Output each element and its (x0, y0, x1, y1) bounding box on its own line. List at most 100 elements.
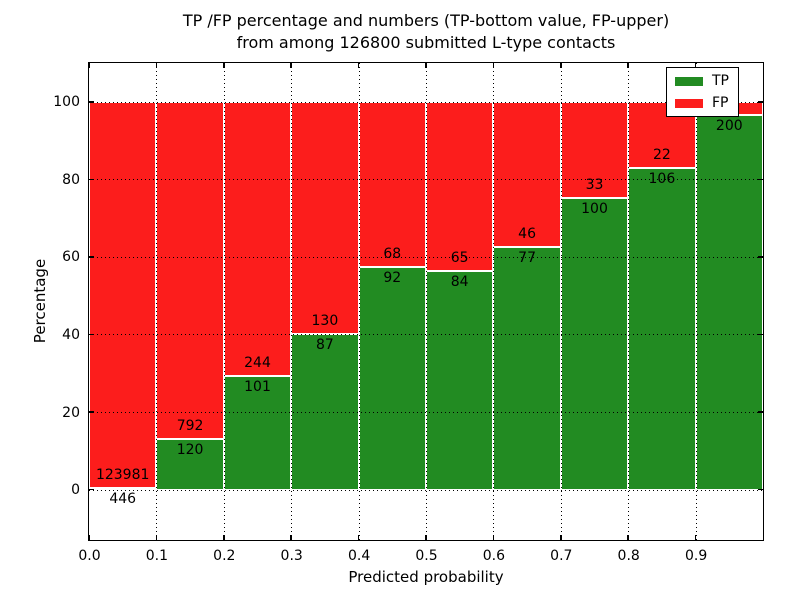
bar-label-fp: 22 (652, 147, 671, 164)
x-tick-label: 0.5 (415, 548, 438, 564)
bar-segment-fp (358, 101, 426, 267)
legend-item: FP (675, 95, 729, 111)
y-tick-label: 40 (62, 326, 80, 343)
bar-label-tp: 84 (450, 273, 469, 290)
tick-mark (560, 535, 562, 540)
gridline-v (223, 63, 225, 540)
bar-segment-fp (89, 101, 157, 489)
tick-mark (758, 256, 763, 258)
bar-segment-tp (695, 114, 763, 490)
tick-mark (694, 63, 697, 68)
bar-segment-fp (493, 101, 561, 247)
tick-mark (560, 63, 562, 68)
tick-mark (89, 178, 94, 181)
bar-segment-tp (291, 334, 359, 490)
bar-label-tp: 92 (383, 269, 402, 286)
gridline-v (628, 63, 630, 540)
bar-label-fp: 68 (383, 245, 402, 262)
tick-mark (492, 535, 495, 540)
chart-title-line1: TP /FP percentage and numbers (TP-bottom… (182, 11, 670, 30)
gridline-v (291, 63, 293, 540)
x-tick-label: 0.0 (78, 548, 101, 564)
bar-label-fp: 33 (585, 176, 604, 193)
bar-segment-fp (223, 101, 292, 377)
tick-mark (492, 63, 495, 68)
bar-label-tp: 100 (581, 200, 608, 217)
bar-segment-tp (223, 376, 292, 490)
tick-mark (89, 101, 94, 103)
tick-mark (89, 256, 94, 258)
tick-mark (89, 333, 94, 336)
bar-label-tp: 446 (109, 491, 137, 508)
y-tick-label: 80 (62, 171, 80, 188)
tick-mark (758, 178, 763, 181)
legend-swatch-tp (675, 76, 703, 86)
tick-mark (758, 101, 763, 103)
bar-label-fp: 244 (244, 355, 271, 372)
bar-segment-tp (156, 438, 224, 490)
tick-mark (89, 488, 94, 491)
bar-label-fp: 46 (518, 225, 537, 242)
tick-mark (290, 63, 292, 68)
legend-item: TP (675, 73, 729, 89)
tick-mark (758, 411, 763, 413)
tick-mark (89, 411, 94, 413)
legend-label: TP (712, 73, 729, 89)
bar-segment-tp (426, 270, 494, 490)
bar-label-tp: 200 (715, 117, 743, 134)
tick-mark (425, 63, 427, 68)
bar-segment-fp (291, 101, 359, 335)
x-tick-label: 0.1 (145, 548, 169, 564)
bar-label-tp: 106 (648, 171, 676, 188)
bar-label-fp: 123981 (95, 467, 150, 484)
tick-mark (223, 63, 225, 68)
chart-title: TP /FP percentage and numbers (TP-bottom… (88, 10, 764, 54)
plot-area: 123981 446 792 120 244 101 130 87 68 92 65 84 46 77 33… (88, 62, 764, 541)
gridline-v (493, 63, 495, 540)
x-tick-label: 0.7 (550, 548, 573, 564)
bar-label-tp: 101 (244, 379, 271, 396)
tick-mark (290, 535, 292, 540)
tick-mark (758, 333, 763, 336)
x-tick-label: 0.3 (280, 548, 303, 564)
bar-segment-tp (493, 246, 561, 490)
gridline-v (560, 63, 562, 540)
tick-mark (155, 535, 158, 540)
legend-swatch-fp (675, 98, 703, 108)
legend-label: FP (712, 95, 729, 111)
x-tick-label: 0.2 (213, 548, 236, 564)
tick-mark (357, 535, 360, 540)
bar-segment-fp (560, 101, 629, 198)
x-axis-label: Predicted probability (348, 568, 504, 586)
tick-mark (425, 535, 427, 540)
gridline-v (156, 63, 158, 540)
tick-mark (357, 63, 360, 68)
bar-segment-tp (358, 266, 426, 490)
bar-label-fp: 65 (450, 249, 469, 266)
y-tick-label: 100 (53, 94, 80, 111)
y-tick-label: 60 (62, 249, 80, 266)
bar-label-fp: 130 (311, 313, 339, 330)
y-tick-label: 0 (71, 482, 80, 499)
tick-mark (758, 488, 763, 491)
x-tick-label: 0.8 (617, 548, 640, 564)
x-tick-label: 0.9 (684, 548, 708, 564)
tick-mark (155, 63, 158, 68)
bar-segment-fp (426, 101, 494, 271)
bar-segment-fp (156, 101, 224, 439)
legend: TP FP (666, 67, 739, 117)
tick-mark (88, 535, 90, 540)
gridline-v (695, 63, 697, 540)
x-tick-label: 0.4 (347, 548, 371, 564)
bar-label-tp: 77 (518, 249, 537, 266)
tick-mark (223, 535, 225, 540)
tick-mark (694, 535, 697, 540)
y-tick-label: 20 (62, 404, 80, 421)
tick-mark (88, 63, 90, 68)
chart-title-line2: from among 126800 submitted L-type conta… (236, 33, 616, 52)
bar-segment-tp (560, 197, 629, 490)
bar-segment-tp (628, 168, 696, 490)
gridline-v (426, 63, 427, 540)
bar-label-tp: 87 (315, 337, 334, 354)
